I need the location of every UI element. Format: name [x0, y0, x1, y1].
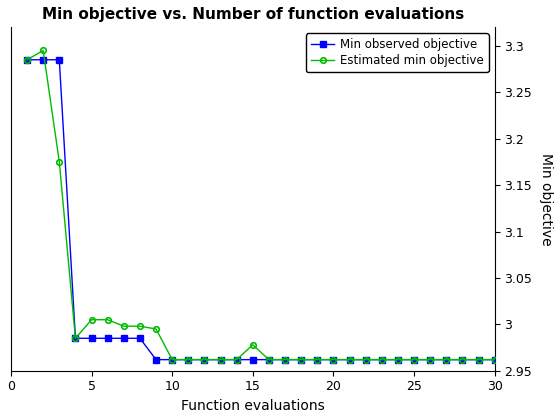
- Estimated min objective: [234, 357, 240, 362]
- Min observed objective: [201, 357, 208, 362]
- Estimated min objective: [475, 357, 482, 362]
- Min observed objective: [362, 357, 369, 362]
- Min observed objective: [459, 357, 466, 362]
- Estimated min objective: [137, 324, 143, 329]
- Min observed objective: [475, 357, 482, 362]
- Y-axis label: Min objective: Min objective: [539, 153, 553, 245]
- Min observed objective: [314, 357, 321, 362]
- Min observed objective: [169, 357, 175, 362]
- Estimated min objective: [217, 357, 224, 362]
- Min observed objective: [410, 357, 417, 362]
- Legend: Min observed objective, Estimated min objective: Min observed objective, Estimated min ob…: [306, 33, 489, 72]
- Min observed objective: [491, 357, 498, 362]
- Line: Estimated min objective: Estimated min objective: [24, 48, 497, 362]
- Min observed objective: [346, 357, 353, 362]
- Estimated min objective: [185, 357, 192, 362]
- Estimated min objective: [201, 357, 208, 362]
- Estimated min objective: [314, 357, 321, 362]
- Estimated min objective: [72, 336, 79, 341]
- X-axis label: Function evaluations: Function evaluations: [181, 399, 325, 413]
- Min observed objective: [249, 357, 256, 362]
- Min observed objective: [120, 336, 127, 341]
- Estimated min objective: [265, 357, 272, 362]
- Estimated min objective: [88, 317, 95, 322]
- Min observed objective: [185, 357, 192, 362]
- Min observed objective: [56, 57, 63, 62]
- Min observed objective: [330, 357, 337, 362]
- Estimated min objective: [346, 357, 353, 362]
- Estimated min objective: [443, 357, 450, 362]
- Min observed objective: [234, 357, 240, 362]
- Estimated min objective: [410, 357, 417, 362]
- Min observed objective: [217, 357, 224, 362]
- Estimated min objective: [362, 357, 369, 362]
- Min observed objective: [24, 57, 30, 62]
- Estimated min objective: [56, 159, 63, 164]
- Estimated min objective: [153, 326, 160, 331]
- Estimated min objective: [104, 317, 111, 322]
- Min observed objective: [443, 357, 450, 362]
- Estimated min objective: [24, 57, 30, 62]
- Min observed objective: [72, 336, 79, 341]
- Min observed objective: [88, 336, 95, 341]
- Estimated min objective: [169, 357, 175, 362]
- Estimated min objective: [298, 357, 305, 362]
- Estimated min objective: [330, 357, 337, 362]
- Estimated min objective: [459, 357, 466, 362]
- Estimated min objective: [282, 357, 288, 362]
- Estimated min objective: [491, 357, 498, 362]
- Min observed objective: [104, 336, 111, 341]
- Estimated min objective: [395, 357, 402, 362]
- Min observed objective: [265, 357, 272, 362]
- Min observed objective: [282, 357, 288, 362]
- Min observed objective: [137, 336, 143, 341]
- Min observed objective: [379, 357, 385, 362]
- Title: Min objective vs. Number of function evaluations: Min objective vs. Number of function eva…: [41, 7, 464, 22]
- Estimated min objective: [40, 48, 46, 53]
- Estimated min objective: [427, 357, 433, 362]
- Min observed objective: [40, 57, 46, 62]
- Min observed objective: [298, 357, 305, 362]
- Min observed objective: [427, 357, 433, 362]
- Estimated min objective: [120, 324, 127, 329]
- Estimated min objective: [249, 342, 256, 347]
- Min observed objective: [153, 357, 160, 362]
- Estimated min objective: [379, 357, 385, 362]
- Min observed objective: [395, 357, 402, 362]
- Line: Min observed objective: Min observed objective: [24, 57, 497, 362]
